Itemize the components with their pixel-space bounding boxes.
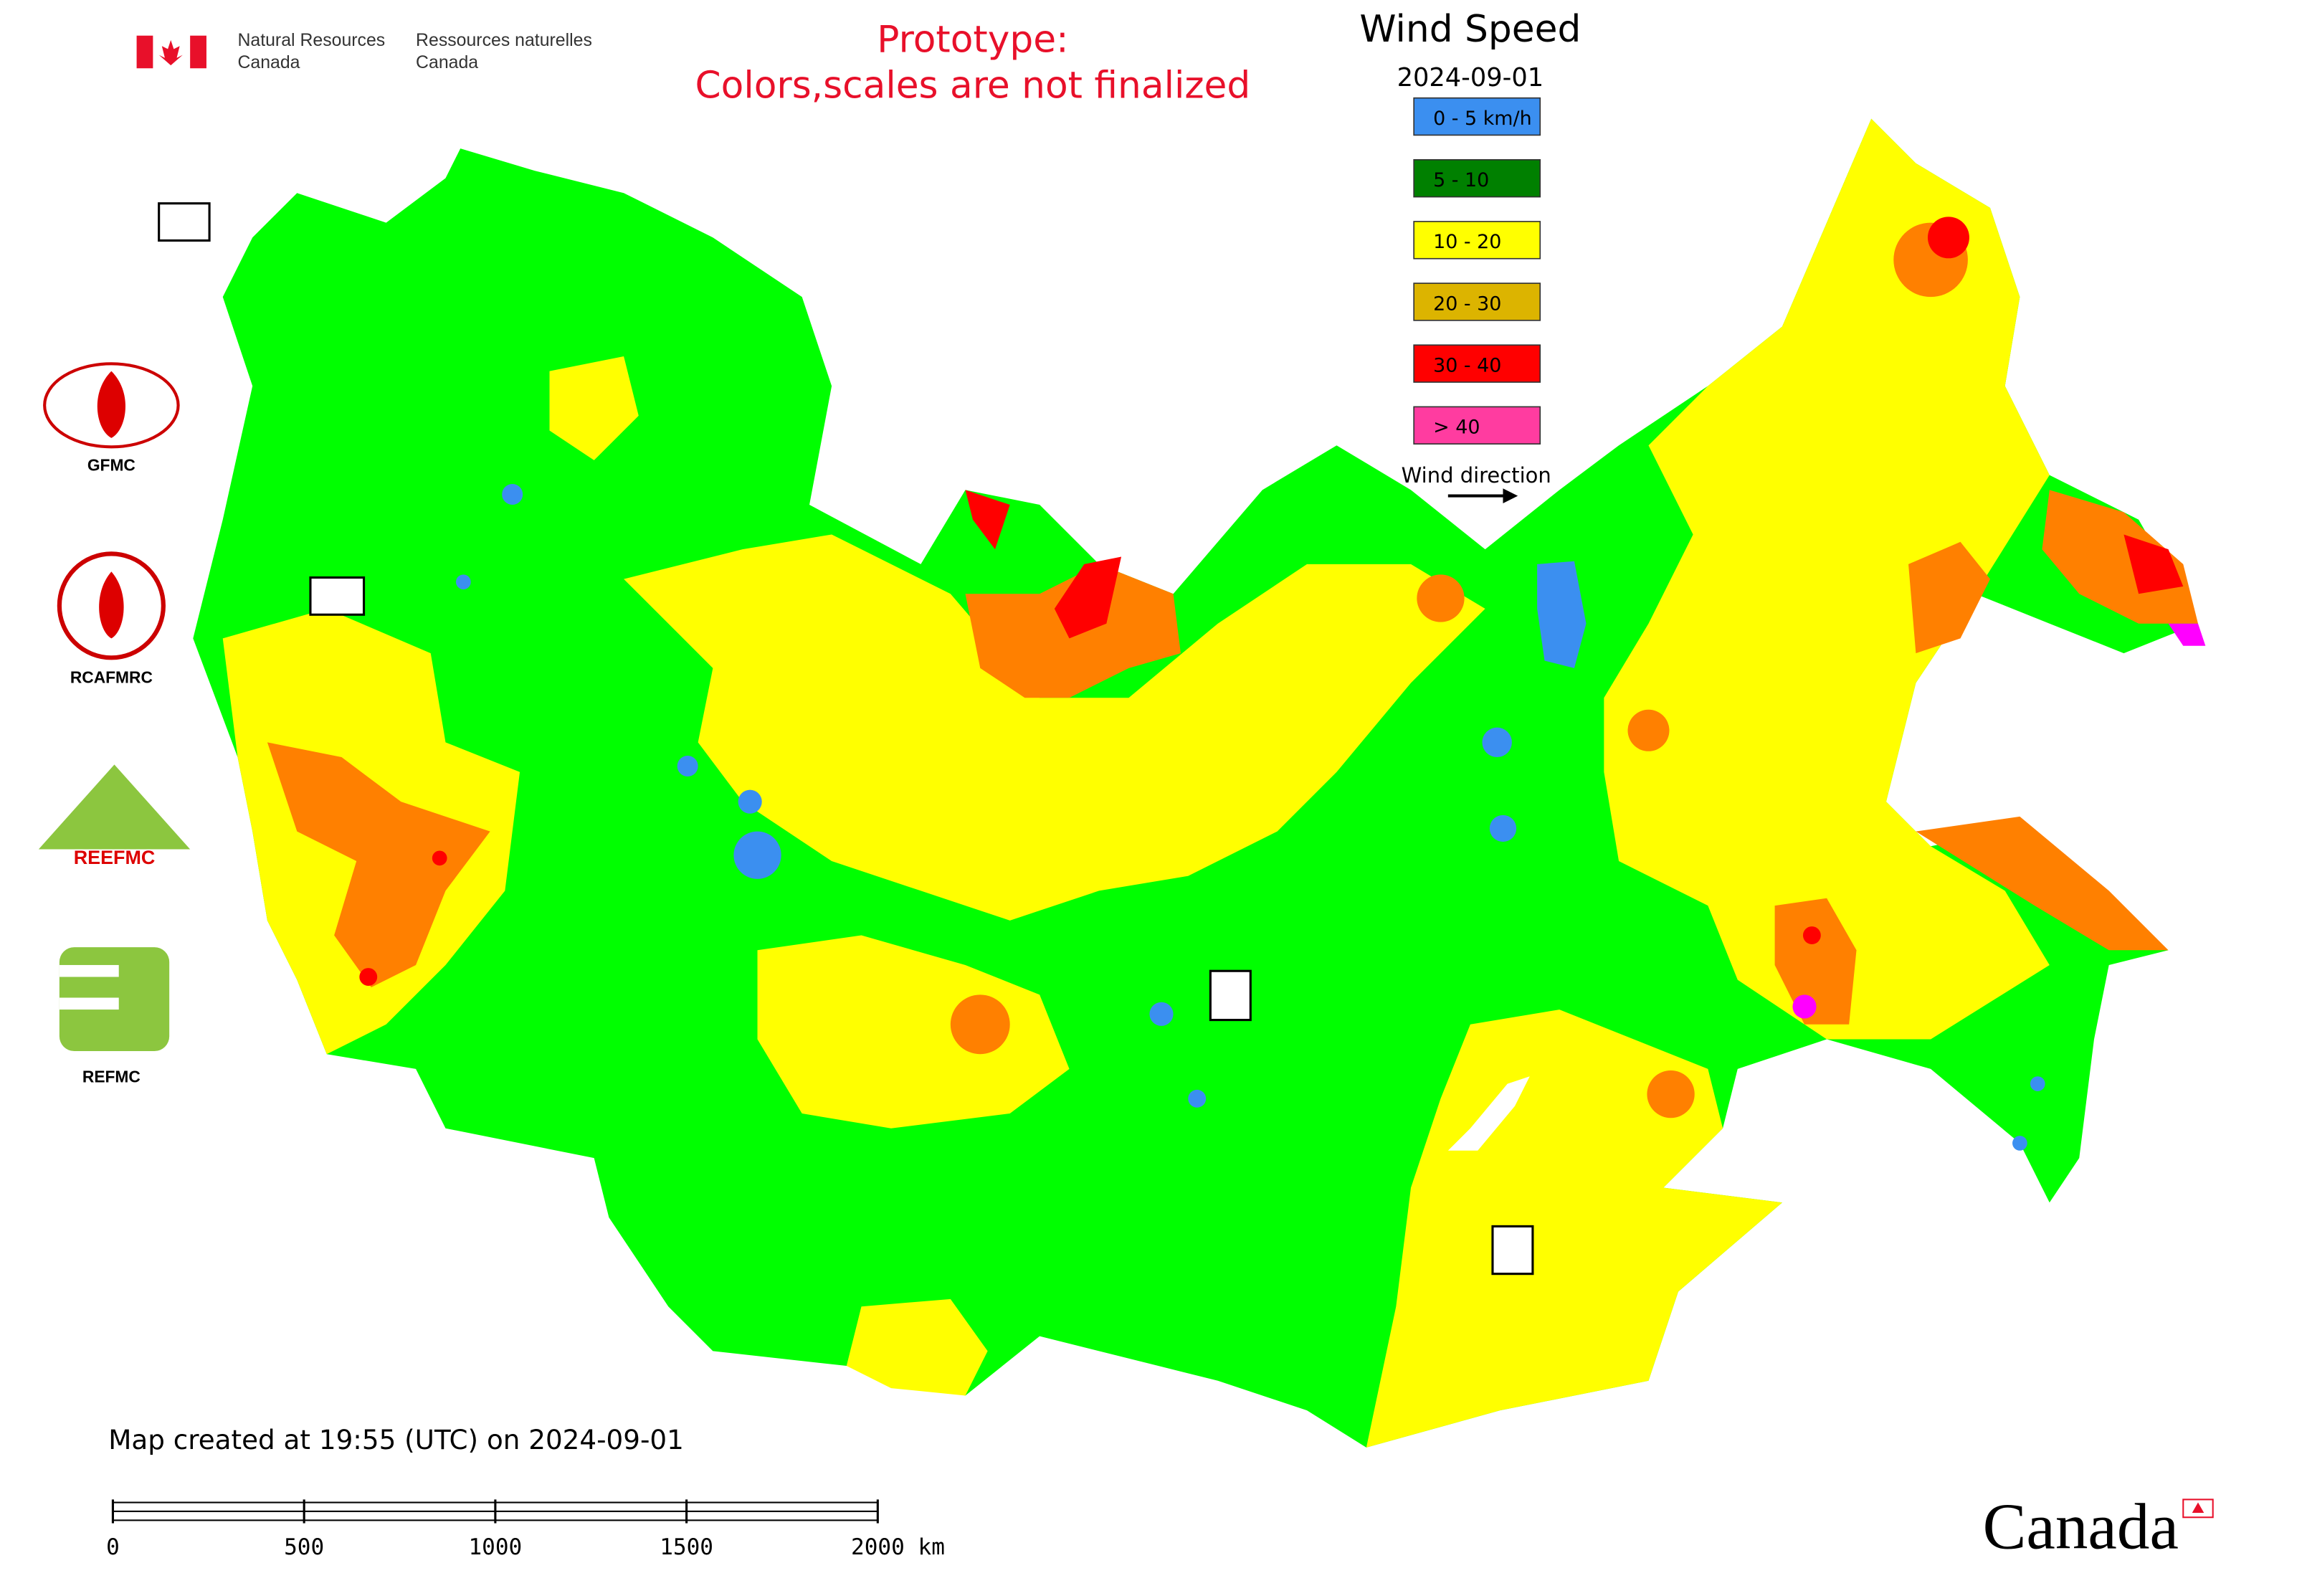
zone-30-40 [359, 217, 2184, 986]
maple-leaf [158, 39, 183, 66]
legend: Wind Speed 2024-09-01 Wind direction 0 -… [1359, 8, 1581, 503]
legend-swatch [1413, 158, 1541, 198]
logo-gfmc [97, 371, 125, 438]
logo-refmc [59, 997, 119, 1010]
lake [1447, 1076, 1530, 1151]
zone-0-5 [455, 484, 2045, 1151]
flag-bar [136, 35, 153, 69]
logo-label: REFMC [82, 1068, 141, 1086]
header: Natural Resources Canada Ressources natu… [136, 18, 1251, 108]
scale-label: 1500 [660, 1534, 713, 1560]
legend-label: 10 - 20 [1433, 231, 1501, 253]
legend-swatch [1413, 406, 1541, 445]
logo-label: RCAFMRC [70, 668, 153, 687]
dept-fr: Ressources naturelles [416, 31, 592, 50]
legend-swatch [1413, 221, 1541, 260]
zone-10-20 [222, 118, 2050, 1448]
scale-label: 1000 [468, 1534, 522, 1560]
scale-label: 0 [106, 1534, 120, 1560]
logo-label: GFMC [87, 455, 135, 474]
created-note: Map created at 19:55 (UTC) on 2024-09-01 [108, 1424, 684, 1455]
legend-label: 30 - 40 [1433, 355, 1501, 377]
scale-label: 2000 km [851, 1534, 945, 1560]
scale-label: 500 [284, 1534, 324, 1560]
flag-bar [190, 35, 206, 69]
notice: Prototype: [877, 18, 1068, 61]
direction-label: Wind direction [1402, 463, 1551, 488]
wordmark-leaf [2192, 1502, 2205, 1514]
centre-markers [158, 202, 1534, 1276]
scale-bar: 0 500 1000 1500 2000 km [106, 1499, 945, 1560]
legend-title: Wind Speed [1359, 8, 1581, 51]
legend-swatch [1413, 344, 1541, 383]
legend-label: 20 - 30 [1433, 293, 1501, 315]
footer: Map created at 19:55 (UTC) on 2024-09-01… [106, 1424, 2214, 1563]
dept-fr: Canada [416, 53, 478, 72]
logos: GFMC RCAFMRC REEFMC REFMC [38, 362, 191, 1086]
legend-swatch [1413, 282, 1541, 321]
notice: Colors,scales are not finalized [695, 65, 1251, 108]
direction-arrowhead [1503, 488, 1518, 503]
dept-en: Natural Resources [237, 31, 385, 50]
logo-label: REEFMC [74, 847, 156, 868]
dept-en: Canada [237, 53, 300, 72]
logo-reefmc [38, 764, 191, 850]
legend-date: 2024-09-01 [1397, 63, 1544, 92]
legend-swatch [1413, 97, 1541, 136]
logo-rcafmrc [99, 571, 124, 639]
zone-over-40 [1792, 623, 2206, 1019]
legend-label: 5 - 10 [1433, 169, 1489, 191]
legend-label: > 40 [1433, 417, 1480, 439]
map [158, 118, 2206, 1448]
wordmark: Canada [1983, 1491, 2179, 1563]
legend-label: 0 - 5 km/h [1433, 108, 1532, 130]
logo-refmc [59, 964, 119, 977]
